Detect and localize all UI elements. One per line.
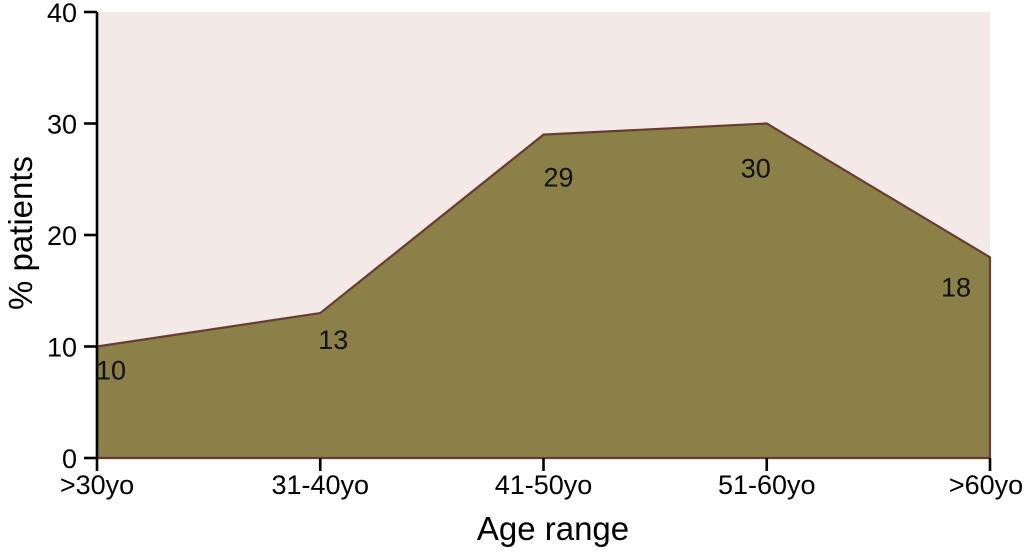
x-axis-title: Age range: [476, 510, 630, 547]
x-tick-label: 31-40yo: [271, 470, 369, 500]
y-tick-label: 0: [62, 444, 77, 474]
y-tick-label: 20: [47, 221, 77, 251]
y-tick-label: 30: [47, 110, 77, 140]
x-tick-label: 51-60yo: [718, 470, 816, 500]
x-tick-label: 41-50yo: [495, 470, 593, 500]
y-tick-label: 10: [47, 333, 77, 363]
area-series: [95, 122, 992, 460]
data-label: 18: [941, 272, 971, 302]
data-label: 13: [318, 325, 348, 355]
data-label: 30: [741, 154, 771, 184]
data-label: 10: [96, 356, 126, 386]
x-tick-label: >30yo: [60, 470, 134, 500]
x-tick-label: >60yo: [949, 470, 1023, 500]
data-label: 29: [543, 163, 573, 193]
y-tick-label: 40: [47, 0, 77, 28]
y-axis-title: % patients: [2, 155, 39, 311]
